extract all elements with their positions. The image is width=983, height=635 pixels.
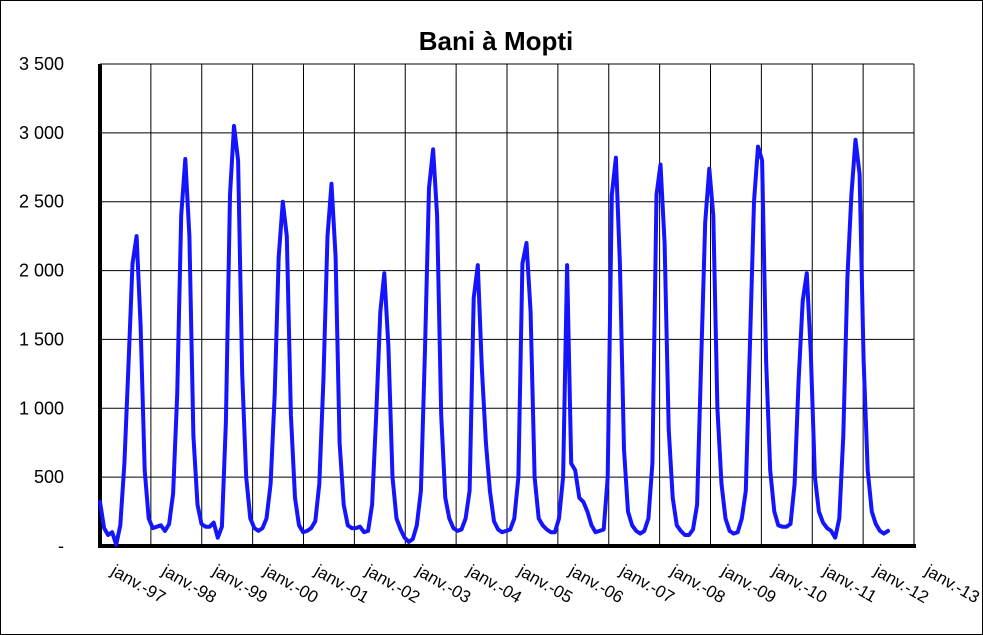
y-tick-label: 1 500 xyxy=(19,329,64,349)
x-tick-label: janv.-99 xyxy=(209,561,271,608)
x-tick-label: janv.-08 xyxy=(667,561,729,608)
x-tick-label: janv.-01 xyxy=(311,561,373,608)
y-tick-label: 3 500 xyxy=(19,54,64,74)
x-tick-label: janv.-13 xyxy=(921,561,983,608)
x-tick-label: janv.-06 xyxy=(565,561,627,608)
series-layer xyxy=(98,124,890,547)
x-tick-label: janv.-03 xyxy=(412,561,474,608)
y-tick-label: 2 000 xyxy=(19,261,64,281)
x-tick-label: janv.-11 xyxy=(819,561,880,607)
y-tick-label: 500 xyxy=(34,467,64,487)
x-tick-label: janv.-07 xyxy=(616,561,678,608)
x-tick-label: janv.-10 xyxy=(769,561,831,608)
axes xyxy=(98,63,916,548)
x-tick-label: janv.-12 xyxy=(870,561,932,608)
x-axis-ticks: janv.-97janv.-98janv.-99janv.-00janv.-01… xyxy=(107,561,983,608)
x-tick-label: janv.-98 xyxy=(158,561,220,608)
y-axis-ticks: 3 500 3 000 2 500 2 000 1 500 1 000 500 - xyxy=(19,54,64,556)
y-tick-label: 2 500 xyxy=(19,192,64,212)
x-tick-label: janv.-97 xyxy=(107,561,169,608)
x-tick-label: janv.-02 xyxy=(362,561,424,608)
series-line xyxy=(98,124,890,547)
x-tick-label: janv.-09 xyxy=(718,561,780,608)
y-tick-label: 3 000 xyxy=(19,123,64,143)
x-tick-label: janv.-04 xyxy=(463,561,525,608)
y-tick-label: 1 000 xyxy=(19,398,64,418)
chart-title: Bani à Mopti xyxy=(419,26,574,56)
y-tick-label: - xyxy=(58,536,64,556)
x-tick-label: janv.-05 xyxy=(514,561,576,608)
x-tick-label: janv.-00 xyxy=(260,561,322,608)
